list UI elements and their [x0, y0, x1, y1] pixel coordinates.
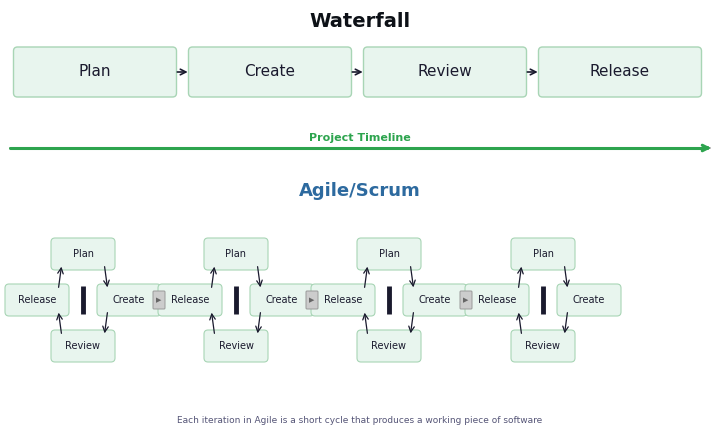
Text: Create: Create [419, 295, 451, 305]
Text: Review: Review [372, 341, 407, 351]
FancyBboxPatch shape [250, 284, 314, 316]
FancyBboxPatch shape [306, 291, 318, 309]
FancyBboxPatch shape [357, 238, 421, 270]
Text: Plan: Plan [533, 249, 554, 259]
Text: Plan: Plan [225, 249, 246, 259]
Text: Each iteration in Agile is a short cycle that produces a working piece of softwa: Each iteration in Agile is a short cycle… [177, 416, 543, 425]
Text: Review: Review [218, 341, 253, 351]
FancyBboxPatch shape [51, 330, 115, 362]
Text: Release: Release [590, 65, 650, 80]
Text: Plan: Plan [379, 249, 400, 259]
FancyBboxPatch shape [460, 291, 472, 309]
Text: Review: Review [66, 341, 101, 351]
Text: Release: Release [18, 295, 56, 305]
Text: Release: Release [171, 295, 210, 305]
FancyBboxPatch shape [539, 47, 701, 97]
Text: Review: Review [526, 341, 560, 351]
Text: Release: Release [478, 295, 516, 305]
FancyBboxPatch shape [465, 284, 529, 316]
Text: Agile/Scrum: Agile/Scrum [299, 182, 421, 200]
Text: ▶: ▶ [463, 297, 469, 303]
Text: ▶: ▶ [310, 297, 315, 303]
FancyBboxPatch shape [511, 330, 575, 362]
Text: Create: Create [245, 65, 295, 80]
Text: Review: Review [418, 65, 472, 80]
Text: Plan: Plan [78, 65, 112, 80]
Text: Project Timeline: Project Timeline [309, 133, 411, 143]
FancyBboxPatch shape [189, 47, 351, 97]
Text: Create: Create [266, 295, 298, 305]
Text: ▶: ▶ [156, 297, 162, 303]
FancyBboxPatch shape [5, 284, 69, 316]
FancyBboxPatch shape [97, 284, 161, 316]
FancyBboxPatch shape [357, 330, 421, 362]
Text: Create: Create [113, 295, 145, 305]
FancyBboxPatch shape [158, 284, 222, 316]
FancyBboxPatch shape [14, 47, 176, 97]
Text: Release: Release [324, 295, 362, 305]
FancyBboxPatch shape [557, 284, 621, 316]
FancyBboxPatch shape [204, 330, 268, 362]
Text: Waterfall: Waterfall [310, 12, 410, 31]
FancyBboxPatch shape [403, 284, 467, 316]
Text: Create: Create [573, 295, 606, 305]
FancyBboxPatch shape [511, 238, 575, 270]
FancyBboxPatch shape [153, 291, 165, 309]
FancyBboxPatch shape [364, 47, 526, 97]
FancyBboxPatch shape [51, 238, 115, 270]
Text: Plan: Plan [73, 249, 94, 259]
FancyBboxPatch shape [204, 238, 268, 270]
FancyBboxPatch shape [311, 284, 375, 316]
